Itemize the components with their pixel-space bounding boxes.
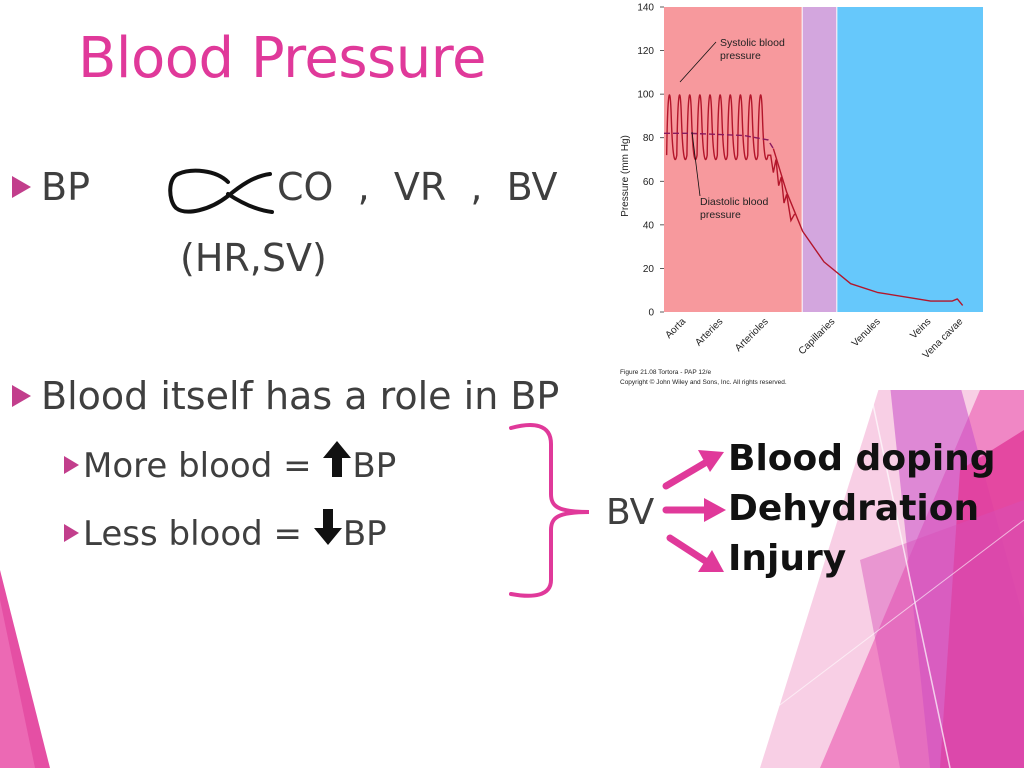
bullet-blood-role-text: Blood itself has a role in BP xyxy=(41,374,560,418)
sub-bullet-triangle-icon xyxy=(64,455,79,474)
bullet-blood-role: Blood itself has a role in BP xyxy=(12,374,559,418)
more-blood-bp: BP xyxy=(352,446,397,486)
chart-series-systolic xyxy=(665,94,796,223)
chart-annotation-diastolic-line-2: pressure xyxy=(700,209,741,221)
chart-ytick-label: 80 xyxy=(643,133,655,144)
arrow-up-right-icon xyxy=(662,456,714,490)
chart-region-venous xyxy=(837,7,984,312)
sub-bullet-more-blood: More blood = BP xyxy=(64,441,397,491)
chart-ytick-label: 20 xyxy=(643,264,655,275)
chart-annotation-systolic-line-1: Systolic blood xyxy=(720,37,785,49)
chart-caption-line-2: Copyright © John Wiley and Sons, Inc. Al… xyxy=(620,378,787,386)
handwritten-proportional-symbol xyxy=(168,168,274,214)
chart-ytick-label: 0 xyxy=(648,308,654,319)
chart-ylabel: Pressure (mm Hg) xyxy=(620,135,631,217)
chart-ytick-label: 120 xyxy=(637,46,654,57)
slide-title: Blood Pressure xyxy=(78,26,486,91)
grouping-brace xyxy=(509,423,590,598)
chart-ytick-label: 40 xyxy=(643,220,655,231)
chart-annotation-diastolic-line-1: Diastolic blood xyxy=(700,196,768,208)
bv-label: BV xyxy=(606,492,655,533)
down-arrow-icon xyxy=(313,508,343,555)
chart-annotation-leader-systolic xyxy=(679,41,717,83)
arrow-down-right-icon xyxy=(666,534,714,568)
bp-label: BP xyxy=(41,165,90,209)
co-factors-note: (HR,SV) xyxy=(180,236,327,280)
chart-caption-line-1: Figure 21.08 Tortora - PAP 12/e xyxy=(620,369,711,376)
chart-ytick-label: 100 xyxy=(637,90,654,101)
chart-annotation-leader-diastolic xyxy=(691,131,701,197)
chart-series-mean-decline xyxy=(772,148,964,306)
effect-injury: Injury xyxy=(728,538,847,579)
chart-ytick-label: 140 xyxy=(637,3,654,14)
bullet-triangle-icon xyxy=(12,175,31,198)
less-blood-text: Less blood = xyxy=(83,514,313,554)
left-pink-wedge-light xyxy=(0,600,35,768)
right-shape-accent xyxy=(860,500,1024,768)
sub-bullet-triangle-icon xyxy=(64,523,79,542)
effect-dehydration: Dehydration xyxy=(728,488,980,529)
less-blood-bp: BP xyxy=(342,514,387,554)
bullet-triangle-icon xyxy=(12,384,31,407)
more-blood-text: More blood = xyxy=(83,446,323,486)
sub-bullet-less-blood: Less blood = BP xyxy=(64,509,387,559)
chart-ytick-label: 60 xyxy=(643,177,655,188)
chart-annotation-systolic-line-2: pressure xyxy=(720,50,761,62)
bp-factors: CO , VR , BV xyxy=(277,165,558,209)
up-arrow-icon xyxy=(322,440,352,487)
chart-region-arterial xyxy=(664,7,803,312)
effect-blood-doping: Blood doping xyxy=(728,438,996,479)
right-thin-line-2 xyxy=(759,519,1024,721)
effect-arrows xyxy=(662,450,726,572)
right-thin-line xyxy=(869,389,951,768)
chart-region-capillaries xyxy=(802,7,838,312)
right-shape-deep xyxy=(940,430,1024,768)
bullet-bp-relation: BP xyxy=(12,165,90,209)
